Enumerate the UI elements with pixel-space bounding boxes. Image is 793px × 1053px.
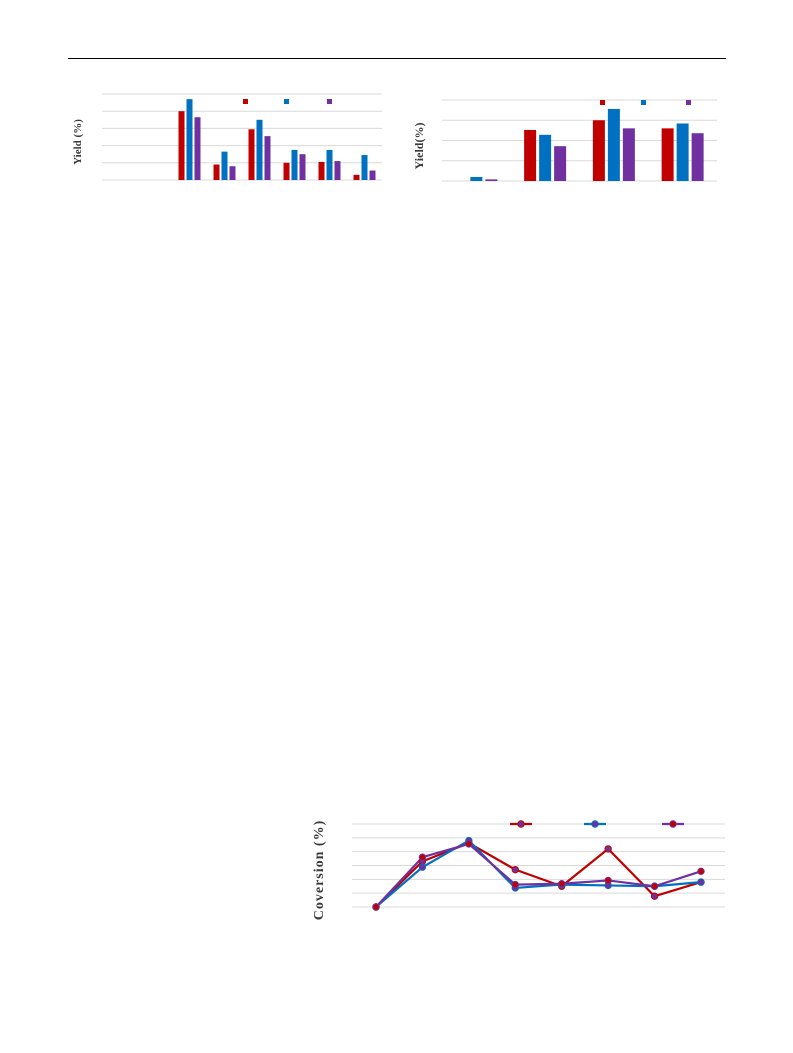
- bar: [470, 176, 483, 181]
- bar: [592, 120, 605, 181]
- bar: [299, 154, 306, 180]
- conversion-line-chart-svg: Coversion (%): [312, 820, 725, 921]
- series-line: [375, 842, 702, 908]
- yield-bar-chart-1: Yield (%): [70, 80, 390, 190]
- data-point: [650, 892, 659, 900]
- bar: [186, 99, 193, 180]
- yield-bar-chart-2-svg: Yield(%): [412, 99, 717, 182]
- bar: [353, 174, 360, 180]
- data-point: [604, 845, 612, 853]
- bar: [264, 136, 271, 180]
- data-point: [558, 880, 566, 888]
- bar: [221, 151, 228, 180]
- legend-marker: [641, 100, 646, 105]
- bar: [554, 146, 567, 181]
- data-point: [418, 853, 427, 861]
- data-point: [465, 840, 473, 848]
- bar: [334, 161, 341, 180]
- bar: [485, 179, 498, 181]
- bar: [539, 134, 552, 181]
- bar: [248, 129, 255, 180]
- data-point: [418, 863, 427, 871]
- y-axis-label: Coversion (%): [312, 820, 327, 921]
- bar: [256, 119, 263, 180]
- bar: [524, 129, 537, 181]
- legend-marker: [600, 100, 605, 105]
- y-axis-label: Yield(%): [412, 123, 426, 170]
- bar: [369, 170, 376, 180]
- legend-marker: [517, 820, 525, 828]
- yield-bar-chart-2: Yield(%): [410, 85, 730, 195]
- data-point: [604, 876, 612, 885]
- bar: [361, 155, 368, 180]
- data-point: [511, 865, 519, 874]
- data-point: [697, 867, 705, 876]
- y-axis-label: Yield (%): [72, 119, 84, 165]
- yield-bar-chart-1-svg: Yield (%): [72, 93, 382, 181]
- bar: [676, 123, 689, 181]
- data-point: [650, 882, 659, 890]
- bar: [213, 164, 220, 180]
- legend-marker: [327, 99, 332, 104]
- bar: [622, 128, 635, 181]
- bar: [178, 111, 185, 180]
- bar: [194, 117, 201, 180]
- header-rule: [68, 58, 726, 59]
- legend-marker: [591, 820, 599, 828]
- legend-marker: [243, 99, 248, 104]
- data-point: [372, 903, 380, 911]
- bar: [691, 133, 704, 181]
- legend-marker: [284, 99, 289, 104]
- bar: [661, 128, 674, 181]
- bar: [229, 166, 236, 180]
- bar: [283, 162, 290, 180]
- bar: [326, 149, 333, 180]
- bar: [318, 161, 325, 180]
- bar: [607, 108, 620, 181]
- data-point: [511, 880, 519, 889]
- series-line: [375, 841, 702, 908]
- legend-marker: [686, 100, 691, 105]
- legend-marker: [669, 820, 677, 828]
- bar: [291, 149, 298, 180]
- data-point: [697, 878, 705, 886]
- conversion-line-chart: Coversion (%): [305, 812, 730, 922]
